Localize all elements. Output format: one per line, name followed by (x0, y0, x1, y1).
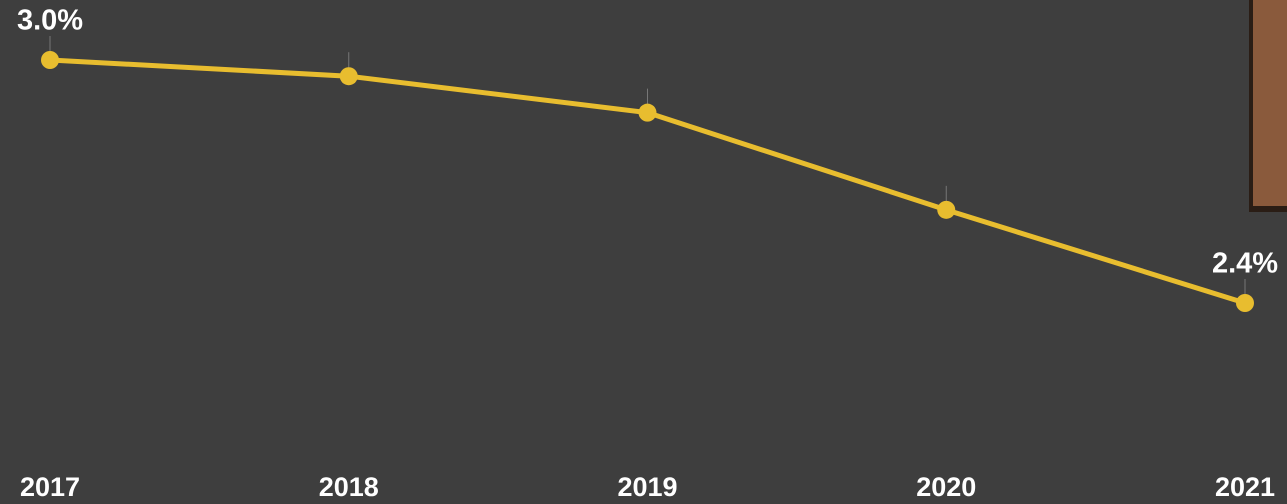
x-tick-label: 2021 (1215, 472, 1275, 502)
point (41, 51, 59, 69)
point (339, 67, 358, 86)
point (638, 103, 657, 122)
x-tick-label: 2017 (20, 472, 80, 502)
x-tick-label: 2019 (617, 472, 677, 502)
point (937, 200, 956, 219)
value-label: 2.4% (1212, 248, 1278, 280)
x-tick-label: 2018 (319, 472, 379, 502)
x-tick-label: 2020 (916, 472, 976, 502)
point (1236, 294, 1254, 312)
value-label: 3.0% (17, 5, 83, 37)
photo-inner (1253, 0, 1287, 206)
